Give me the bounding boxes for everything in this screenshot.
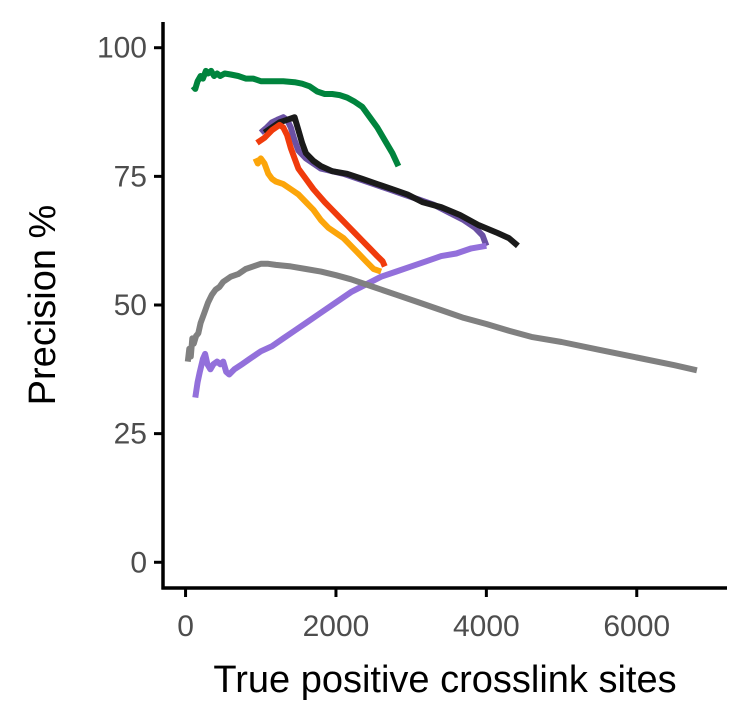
y-tick-label: 100: [97, 32, 147, 65]
series-line-6: [192, 242, 487, 399]
y-axis-ticks: 0 25 50 75 100: [97, 32, 163, 579]
x-axis-ticks: 0 2000 4000 6000: [177, 588, 670, 643]
y-tick-label: 0: [130, 546, 147, 579]
y-tick-label: 75: [114, 160, 147, 193]
series-line-1: [190, 67, 402, 168]
series-line-7: [184, 260, 698, 374]
x-tick-label: 0: [177, 610, 194, 643]
x-axis-title: True positive crosslink sites: [213, 659, 676, 701]
series-line-5: [252, 155, 383, 275]
series-line-4: [255, 121, 388, 268]
y-tick-label: 50: [114, 289, 147, 322]
plot-area: [184, 67, 698, 399]
series-line-3: [262, 114, 520, 249]
x-tick-label: 6000: [603, 610, 670, 643]
y-tick-label: 25: [114, 418, 147, 451]
x-tick-label: 2000: [303, 610, 370, 643]
x-tick-label: 4000: [453, 610, 520, 643]
y-axis-title: Precision %: [22, 205, 64, 406]
